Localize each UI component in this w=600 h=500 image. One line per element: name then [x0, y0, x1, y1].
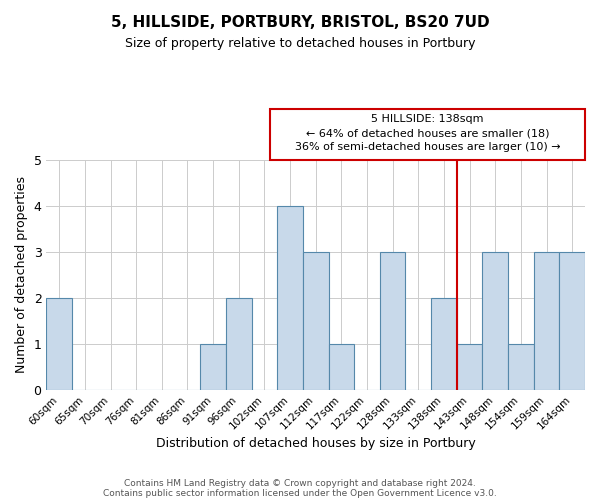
Bar — [226, 298, 251, 390]
Text: Size of property relative to detached houses in Portbury: Size of property relative to detached ho… — [125, 38, 475, 51]
Bar — [431, 298, 457, 390]
Bar — [380, 252, 406, 390]
FancyBboxPatch shape — [270, 109, 585, 160]
Bar — [508, 344, 534, 390]
Y-axis label: Number of detached properties: Number of detached properties — [15, 176, 28, 373]
Text: ← 64% of detached houses are smaller (18): ← 64% of detached houses are smaller (18… — [306, 128, 549, 138]
Bar — [457, 344, 482, 390]
Text: 36% of semi-detached houses are larger (10) →: 36% of semi-detached houses are larger (… — [295, 142, 560, 152]
Text: 5, HILLSIDE, PORTBURY, BRISTOL, BS20 7UD: 5, HILLSIDE, PORTBURY, BRISTOL, BS20 7UD — [110, 15, 490, 30]
Bar — [46, 298, 72, 390]
Bar — [277, 206, 303, 390]
Bar — [559, 252, 585, 390]
Bar — [534, 252, 559, 390]
Text: Contains HM Land Registry data © Crown copyright and database right 2024.: Contains HM Land Registry data © Crown c… — [124, 478, 476, 488]
Bar — [329, 344, 354, 390]
X-axis label: Distribution of detached houses by size in Portbury: Distribution of detached houses by size … — [156, 437, 476, 450]
Bar — [303, 252, 329, 390]
Text: 5 HILLSIDE: 138sqm: 5 HILLSIDE: 138sqm — [371, 114, 484, 124]
Bar — [200, 344, 226, 390]
Text: Contains public sector information licensed under the Open Government Licence v3: Contains public sector information licen… — [103, 488, 497, 498]
Bar — [482, 252, 508, 390]
